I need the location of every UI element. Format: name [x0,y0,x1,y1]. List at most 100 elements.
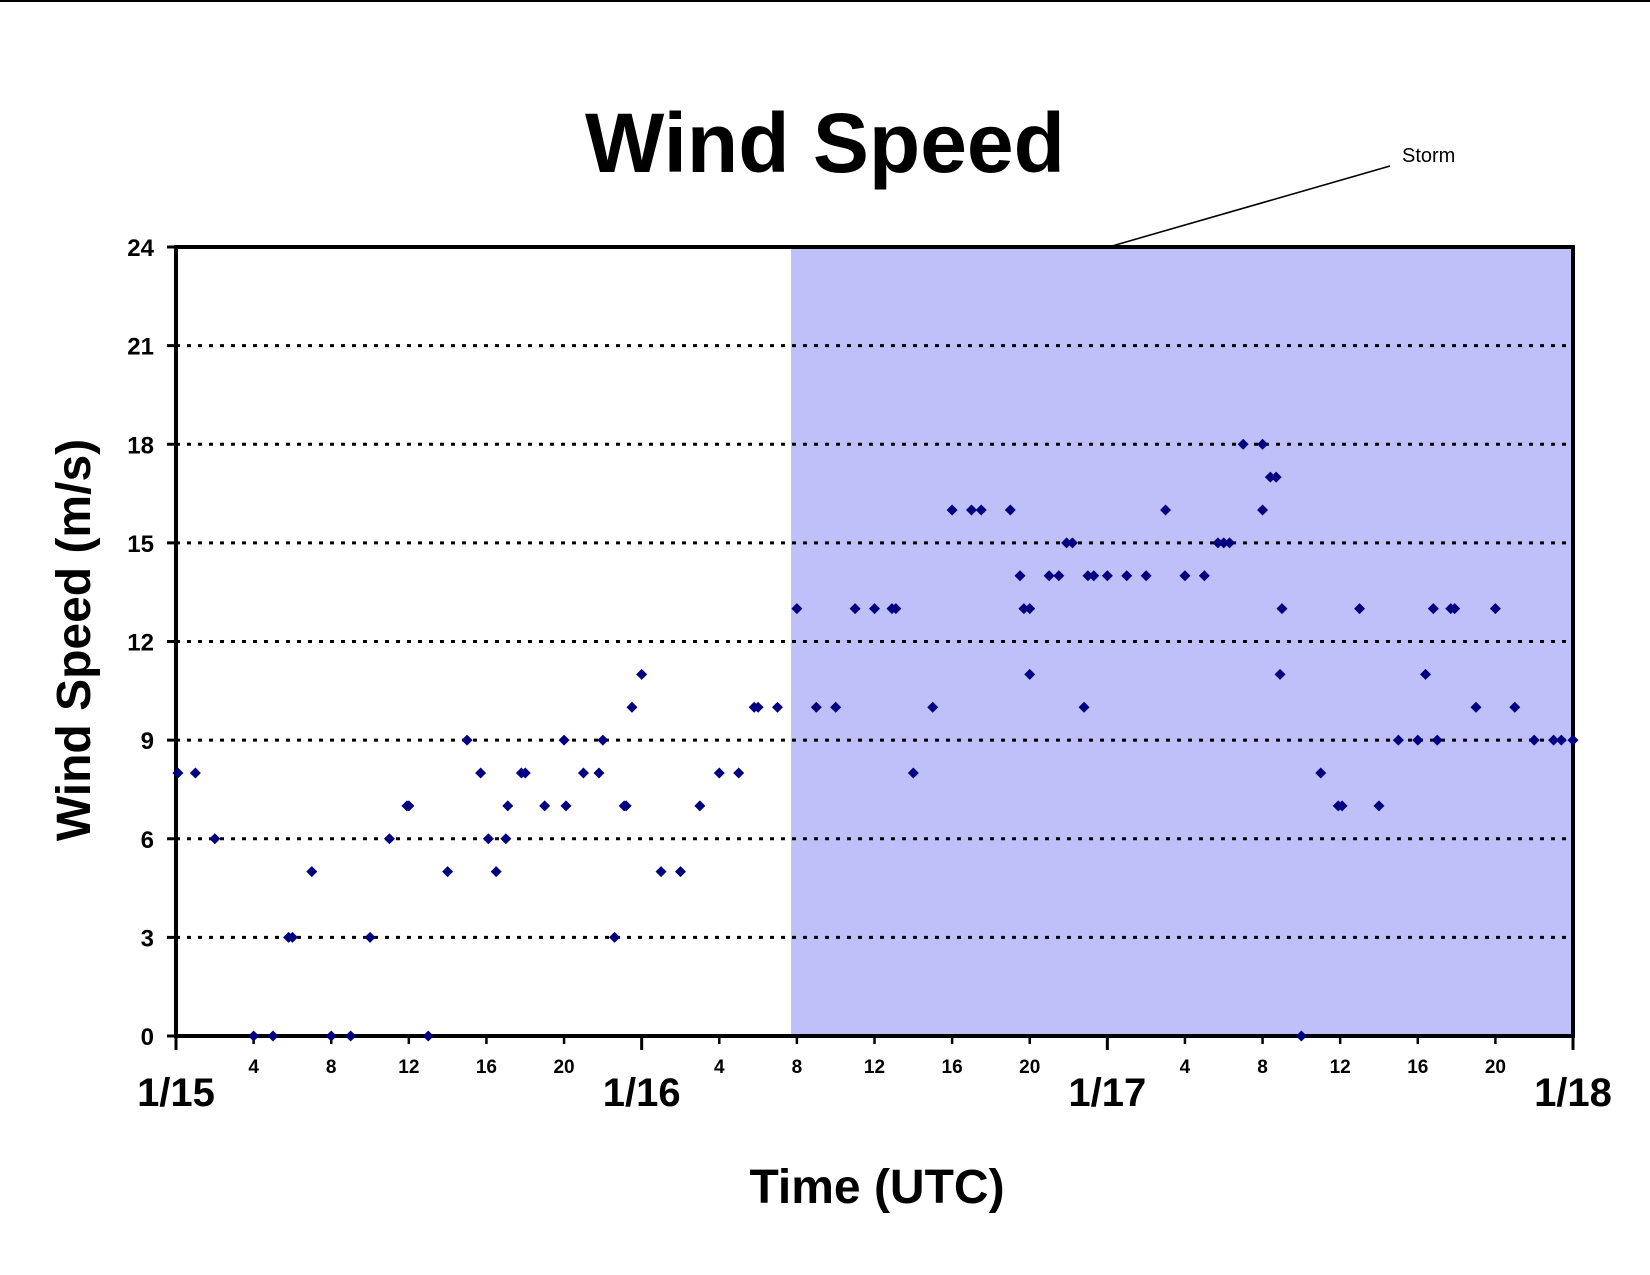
x-day-tick-label: 1/16 [603,1071,681,1115]
data-point [1264,471,1276,483]
x-hour-tick-label: 4 [714,1057,725,1078]
x-hour-tick-label: 20 [553,1057,574,1078]
data-point [442,866,454,878]
data-point [558,734,570,746]
data-point [1489,603,1501,615]
data-point [519,767,531,779]
data-point [975,504,987,516]
data-point [1431,734,1443,746]
data-point [869,603,880,615]
data-point [345,1030,357,1042]
y-axis-ticks: 0 3 6 9 12 15 18 21 24 [127,235,176,1051]
data-point [1212,537,1224,549]
x-day-tick-label: 1/15 [137,1071,215,1115]
data-point [1412,734,1424,746]
data-point [1548,734,1560,746]
data-point [325,1030,337,1042]
data-point [1101,570,1113,582]
y-tick-label: 6 [141,827,154,854]
x-hour-tick-label: 12 [398,1057,419,1078]
data-point [966,504,978,516]
data-point [1018,603,1030,615]
x-hour-tick-label: 12 [864,1057,885,1078]
chart-title: Wind Speed [585,96,1065,190]
data-point [1470,701,1482,713]
data-points [172,438,1579,1042]
data-point [1053,570,1065,582]
y-tick-label: 24 [127,235,154,262]
y-tick-label: 18 [127,432,154,459]
data-point [733,767,745,779]
data-point [1224,537,1236,549]
data-point [577,767,589,779]
data-point [1004,504,1016,516]
data-point [1270,471,1282,483]
data-point [1198,570,1210,582]
data-point [1257,504,1269,516]
data-point [422,1030,434,1042]
data-point [403,800,415,812]
data-point [1276,603,1288,615]
data-point [1295,1030,1307,1042]
data-point [636,668,648,680]
y-tick-label: 12 [127,630,154,657]
data-point [694,800,706,812]
data-point [791,603,803,615]
data-point [539,800,551,812]
data-point [830,701,842,713]
x-hour-tick-label: 12 [1330,1057,1351,1078]
data-point [286,931,298,943]
data-point [1274,668,1286,680]
data-point [482,833,494,845]
data-point [907,767,919,779]
data-point [593,767,605,779]
x-hour-tick-label: 16 [942,1057,963,1078]
data-point [609,931,621,943]
data-point [383,833,395,845]
x-axis-label: Time (UTC) [749,1161,1004,1214]
x-hour-tick-label: 20 [1019,1057,1040,1078]
y-tick-label: 21 [127,334,154,361]
data-point [1237,438,1249,450]
y-axis-label: Wind Speed (m/s) [48,439,101,841]
x-hour-tick-label: 16 [476,1057,497,1078]
data-point [771,701,783,713]
data-point [1078,701,1090,713]
data-point [1066,537,1078,549]
data-point [500,833,512,845]
data-point [461,734,473,746]
data-point [364,931,376,943]
data-point [1354,603,1366,615]
x-hour-tick-label: 16 [1407,1057,1428,1078]
data-point [1024,603,1036,615]
x-hour-tick-label: 20 [1485,1057,1506,1078]
data-point [1257,438,1269,450]
gridlines [176,344,1573,939]
x-day-tick-label: 1/18 [1534,1071,1612,1115]
data-point [1528,734,1540,746]
data-point [1427,603,1439,615]
data-point [1509,701,1521,713]
x-day-tick-label: 1/17 [1068,1071,1146,1115]
data-point [1043,570,1055,582]
x-hour-tick-label: 4 [248,1057,259,1078]
x-hour-tick-label: 4 [1180,1057,1191,1078]
storm-annotation-line [1111,165,1391,247]
data-point [1373,800,1385,812]
data-point [1392,734,1404,746]
data-point [560,800,572,812]
data-point [1121,570,1133,582]
y-tick-label: 15 [127,531,154,558]
data-point [1218,537,1230,549]
data-point [890,603,902,615]
data-point [1336,800,1348,812]
data-point [1082,570,1094,582]
data-point [1179,570,1191,582]
x-axis-ticks: 4 8 12 16 20 4 8 12 16 20 4 8 12 16 20 1/15 1/16 1/17 1/18 [137,1036,1612,1115]
data-point [1449,603,1461,615]
data-point [946,504,958,516]
data-point [306,866,318,878]
data-point [502,800,514,812]
y-tick-label: 9 [141,728,154,755]
